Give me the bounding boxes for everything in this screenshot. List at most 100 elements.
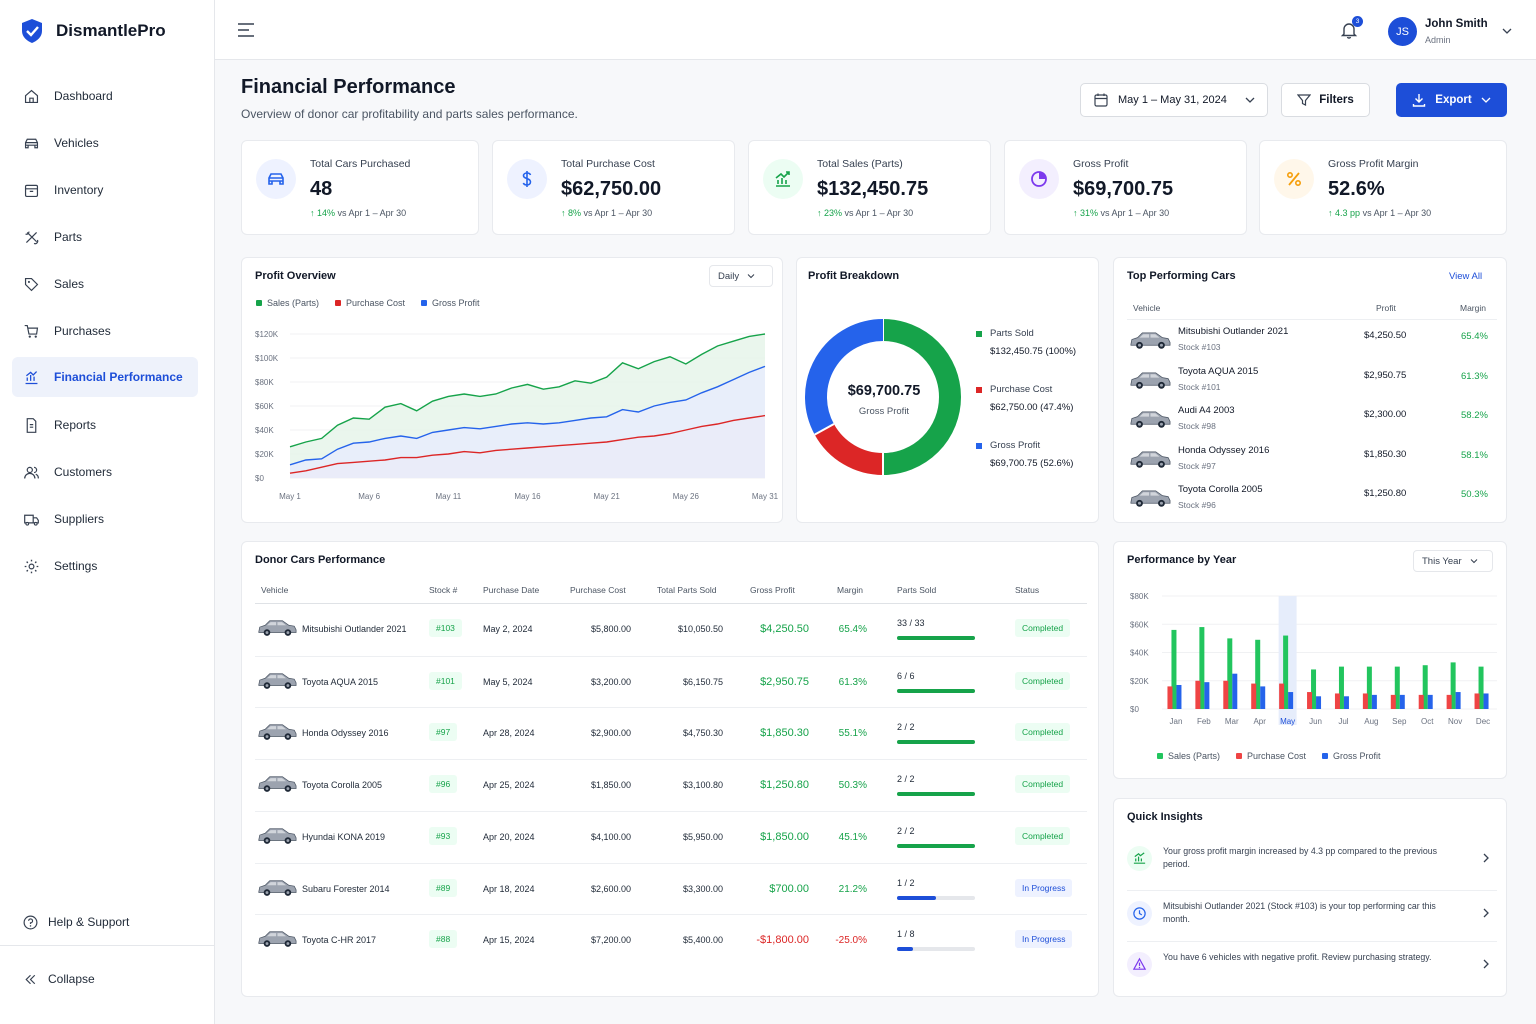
car-icon: [24, 138, 39, 148]
top-car-row[interactable]: Audi A4 2003 Stock #98 $2,300.00 58.2%: [1127, 401, 1497, 439]
col-header: Purchase Cost: [570, 585, 626, 595]
help-support-link[interactable]: Help & Support: [12, 902, 198, 942]
bar-gross-profitJul: [1343, 696, 1349, 709]
page-subtitle: Overview of donor car profitability and …: [241, 107, 578, 121]
total-parts-sold: $5,400.00: [682, 935, 723, 946]
top-car-row[interactable]: Toyota AQUA 2015 Stock #101 $2,950.75 61.3%: [1127, 362, 1497, 400]
x-tick-label: May 16: [514, 492, 541, 501]
insight-item[interactable]: Your gross profit margin increased by 4.…: [1127, 836, 1497, 880]
sidebar-item-dashboard[interactable]: Dashboard: [12, 76, 198, 116]
top-car-row[interactable]: Mitsubishi Outlander 2021 Stock #103 $4,25…: [1127, 322, 1497, 360]
purchase-cost: $2,900.00: [590, 728, 631, 739]
gross-profit: $2,950.75: [760, 675, 809, 688]
table-row[interactable]: Toyota C-HR 2017 #88 Apr 15, 2024 $7,200.00…: [255, 914, 1087, 966]
filters-label: Filters: [1319, 94, 1354, 106]
filters-button[interactable]: Filters: [1281, 83, 1370, 117]
parts-progress-bar: [897, 688, 975, 693]
date-range-picker[interactable]: May 1 – May 31, 2024: [1080, 83, 1268, 117]
sidebar-item-sales[interactable]: Sales: [12, 264, 198, 304]
tag-icon: [24, 277, 39, 291]
table-row[interactable]: Mitsubishi Outlander 2021 #103 May 2, 2024…: [255, 604, 1087, 656]
car-margin: 58.2%: [1461, 410, 1488, 421]
x-tick-label: Aug: [1364, 717, 1378, 726]
bar-purchase-costNov: [1446, 694, 1452, 709]
table-row[interactable]: Subaru Forester 2014 #89 Apr 18, 2024 $2,60…: [255, 862, 1087, 915]
collapse-button[interactable]: Collapse: [12, 959, 198, 999]
sidebar-item-purchases[interactable]: Purchases: [12, 311, 198, 351]
insight-item[interactable]: Mitsubishi Outlander 2021 (Stock #103) i…: [1127, 890, 1497, 934]
insight-item[interactable]: You have 6 vehicles with negative profit…: [1127, 941, 1497, 985]
status-badge: Completed: [1015, 826, 1071, 845]
pie-icon: [1019, 159, 1059, 199]
help-icon: [23, 915, 38, 929]
top-bar: 3 JS John Smith Admin: [215, 0, 1536, 60]
car-margin: 50.3%: [1461, 489, 1488, 500]
menu-icon[interactable]: [237, 23, 255, 37]
sidebar-item-reports[interactable]: Reports: [12, 405, 198, 445]
chart-up-icon: [1127, 846, 1152, 871]
purchase-cost: $1,850.00: [590, 780, 631, 791]
top-cars-title: Top Performing Cars: [1127, 270, 1236, 282]
total-parts-sold: $4,750.30: [682, 728, 723, 739]
sidebar-item-vehicles[interactable]: Vehicles: [12, 123, 198, 163]
sidebar-item-label: Settings: [54, 559, 98, 573]
growth-icon: [763, 159, 803, 199]
sidebar-item-customers[interactable]: Customers: [12, 452, 198, 492]
profit-overview-title: Profit Overview: [255, 270, 336, 282]
x-tick-label: May 1: [279, 492, 301, 501]
user-menu[interactable]: JS John Smith Admin: [1388, 17, 1518, 47]
sidebar-item-inventory[interactable]: Inventory: [12, 170, 198, 210]
status-badge: Completed: [1015, 619, 1071, 637]
sidebar-item-financial-performance[interactable]: Financial Performance: [12, 357, 198, 397]
parts-progress-bar: [897, 843, 975, 848]
user-role: Admin: [1425, 35, 1451, 45]
top-car-row[interactable]: Toyota Corolla 2005 Stock #96 $1,250.80 50.…: [1127, 480, 1497, 518]
gross-profit: $700.00: [769, 882, 809, 895]
total-parts-sold: $3,100.80: [682, 780, 723, 791]
sidebar-item-suppliers[interactable]: Suppliers: [12, 499, 198, 539]
double-chevron-left-icon: [25, 974, 36, 984]
top-car-row[interactable]: Honda Odyssey 2016 Stock #97 $1,850.30 58.1…: [1127, 441, 1497, 479]
x-tick-label: Nov: [1448, 717, 1462, 726]
year-select[interactable]: This Year: [1413, 550, 1493, 572]
profit-breakdown-title: Profit Breakdown: [808, 270, 900, 282]
shield-logo-icon: [22, 19, 42, 43]
view-all-link[interactable]: View All: [1449, 271, 1483, 282]
donut-slice-1: [814, 423, 884, 475]
sidebar-item-label: Parts: [54, 230, 83, 244]
kpi-compare-text: vs Apr 1 – Apr 30: [583, 208, 653, 218]
total-parts-sold: $3,300.00: [682, 883, 723, 894]
col-header: Status: [1015, 585, 1040, 595]
table-row[interactable]: Toyota Corolla 2005 #96 Apr 25, 2024 $1,850…: [255, 759, 1087, 811]
export-button[interactable]: Export: [1396, 83, 1507, 117]
brand[interactable]: DismantlePro: [20, 18, 166, 44]
profit-breakdown-card: Profit Breakdown $69,700.75 Gross Profit…: [796, 257, 1099, 523]
legend-profit: Gross Profit: [421, 298, 480, 308]
sidebar-item-settings[interactable]: Settings: [12, 546, 198, 586]
period-select[interactable]: Daily: [709, 265, 773, 287]
chevron-down-icon: [1470, 559, 1477, 564]
bar-purchase-costMay: [1279, 683, 1285, 709]
profit-breakdown-donut: [805, 319, 961, 475]
sidebar-item-label: Financial Performance: [54, 370, 183, 384]
notification-count: 3: [1352, 16, 1363, 27]
home-icon: [24, 89, 39, 103]
bar-sales-parts-Jan: [1171, 629, 1177, 709]
kpi-compare-text: vs Apr 1 – Apr 30: [337, 208, 407, 218]
line-series-0: [289, 333, 766, 448]
table-row[interactable]: Toyota AQUA 2015 #101 May 5, 2024 $3,200.00…: [255, 655, 1087, 708]
sidebar-item-parts[interactable]: Parts: [12, 217, 198, 257]
kpi-label: Total Purchase Cost: [561, 158, 655, 170]
table-row[interactable]: Hyundai KONA 2019 #93 Apr 20, 2024 $4,100.0…: [255, 810, 1087, 863]
notifications-button[interactable]: 3: [1339, 16, 1363, 42]
parts-progress-fill: [897, 895, 936, 900]
bar-sales-parts-Jun: [1311, 669, 1317, 709]
kpi-change-value: 31%: [1080, 208, 1099, 218]
purchase-cost: $5,800.00: [590, 624, 631, 634]
performance-by-year-card: Performance by Year This Year $0 $20K $40K…: [1113, 541, 1507, 779]
parts-progress-fill: [897, 792, 975, 797]
bar-purchase-costJan: [1167, 686, 1173, 709]
table-row[interactable]: Honda Odyssey 2016 #97 Apr 28, 2024 $2,900.…: [255, 707, 1087, 759]
sidebar-item-label: Inventory: [54, 183, 104, 197]
donut-center-value: $69,700.75: [847, 383, 921, 399]
